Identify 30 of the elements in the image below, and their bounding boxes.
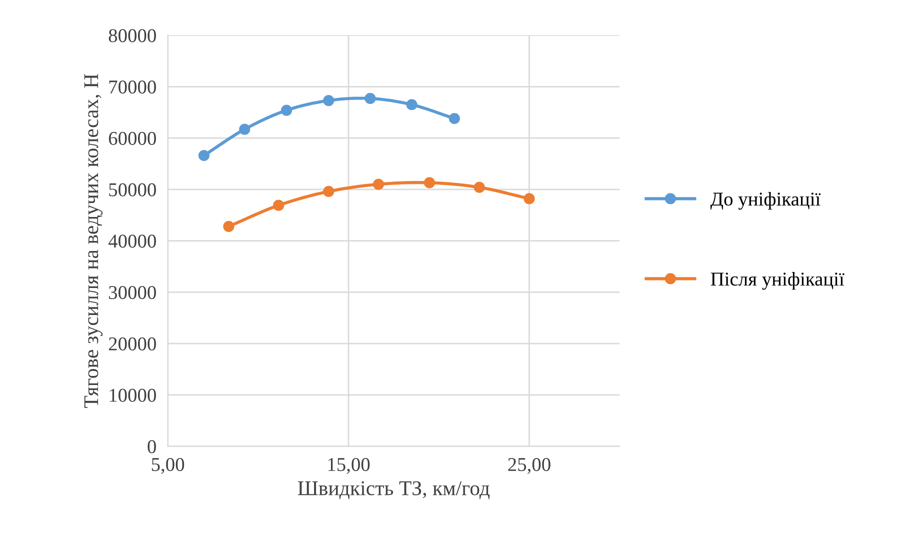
y-tick-label: 50000	[109, 183, 156, 196]
point	[273, 200, 284, 211]
point	[424, 177, 436, 188]
point	[323, 186, 334, 198]
x-axis-title: Швидкість ТЗ, км/год	[298, 481, 490, 500]
point	[524, 193, 535, 204]
y-axis-title: Тягове зусилля на ведучих колесах, Н	[84, 74, 103, 408]
point	[239, 124, 250, 135]
legend-label: Після уніфікації	[710, 272, 844, 290]
y-tick-label: 60000	[108, 132, 156, 145]
y-tick-label: 70000	[109, 80, 156, 94]
y-tick-label: 80000	[108, 29, 156, 42]
point	[223, 220, 234, 232]
point	[280, 104, 292, 116]
legend-label: До уніфікації	[710, 192, 821, 210]
y-tick-label: 20000	[108, 337, 156, 350]
x-tick-label: 25,00	[508, 458, 550, 474]
point	[372, 178, 384, 190]
point	[448, 112, 460, 124]
point	[406, 99, 418, 110]
x-tick-label: 5,00	[152, 458, 184, 474]
point	[364, 92, 376, 104]
y-tick-label: 30000	[109, 286, 156, 300]
point	[474, 182, 485, 193]
point	[198, 150, 210, 162]
y-tick-label: 0	[148, 440, 156, 454]
y-tick-label: 10000	[110, 388, 156, 402]
y-tick-label: 40000	[108, 234, 156, 248]
x-tick-label: 15,00	[328, 458, 370, 474]
point	[323, 94, 334, 106]
